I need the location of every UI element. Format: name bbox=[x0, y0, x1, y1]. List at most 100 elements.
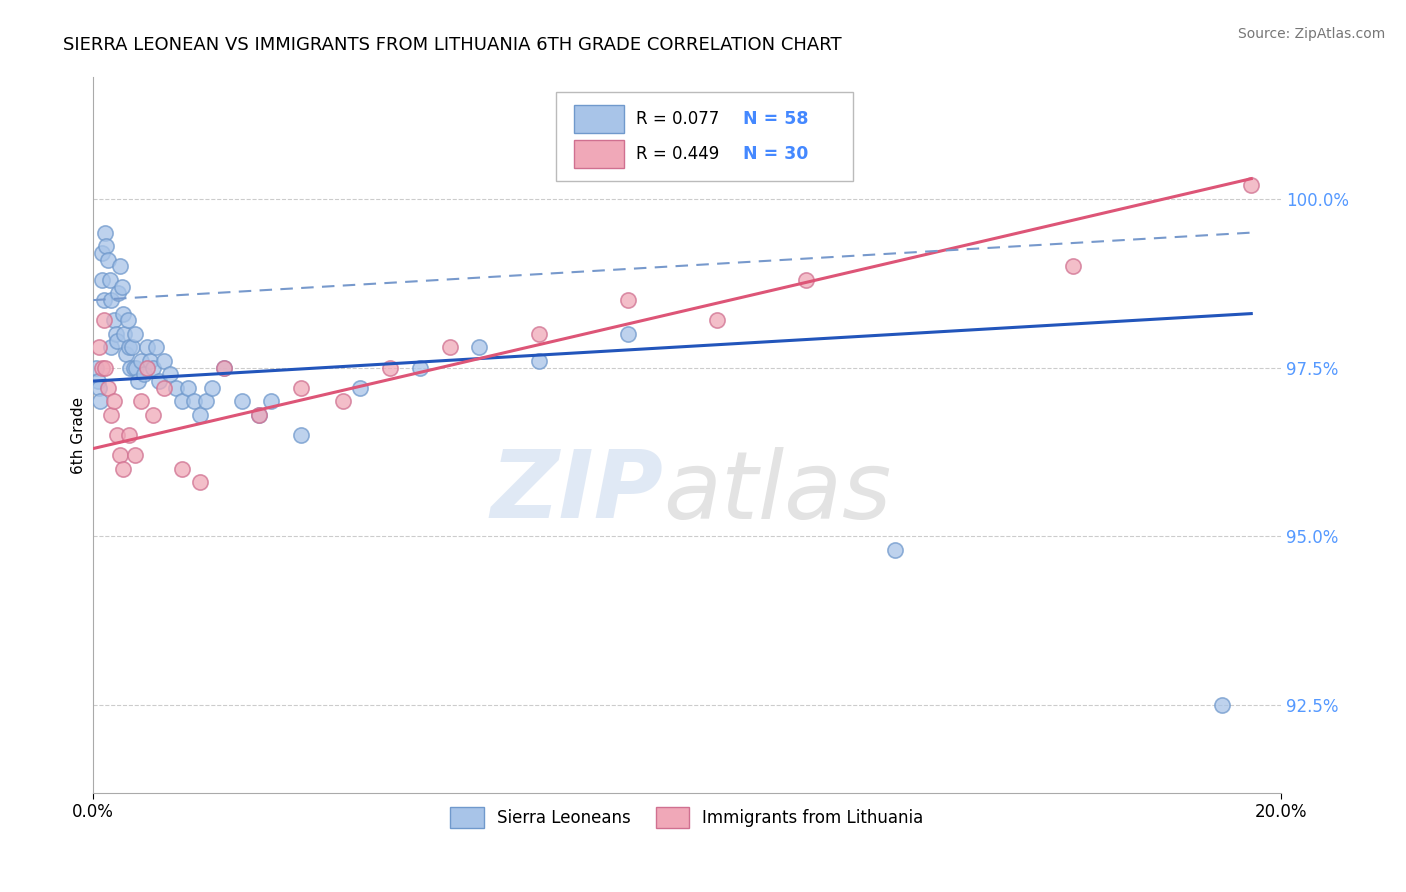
Point bbox=[249, 408, 271, 422]
Point bbox=[91, 245, 114, 260]
Point bbox=[706, 313, 728, 327]
Point bbox=[1062, 260, 1084, 274]
Point bbox=[212, 360, 235, 375]
FancyBboxPatch shape bbox=[574, 104, 624, 133]
Point bbox=[127, 374, 149, 388]
Point bbox=[94, 360, 117, 375]
Point bbox=[439, 340, 461, 354]
Point bbox=[290, 428, 312, 442]
Point bbox=[188, 408, 211, 422]
Point bbox=[100, 340, 122, 354]
Point bbox=[249, 408, 271, 422]
Point bbox=[183, 394, 205, 409]
Point bbox=[108, 260, 131, 274]
Point bbox=[89, 381, 111, 395]
Point bbox=[111, 307, 134, 321]
Point bbox=[100, 293, 122, 307]
Point bbox=[290, 381, 312, 395]
Point bbox=[172, 462, 194, 476]
Point bbox=[135, 340, 157, 354]
Point bbox=[378, 360, 401, 375]
Point bbox=[96, 239, 118, 253]
Point bbox=[884, 542, 907, 557]
Point bbox=[177, 381, 200, 395]
Point bbox=[332, 394, 354, 409]
Point bbox=[159, 368, 181, 382]
Point bbox=[616, 293, 638, 307]
Point bbox=[1211, 698, 1233, 712]
Point bbox=[129, 394, 152, 409]
Point bbox=[1240, 178, 1263, 193]
Point bbox=[111, 279, 134, 293]
Point bbox=[98, 273, 121, 287]
Point bbox=[103, 394, 125, 409]
Point bbox=[468, 340, 491, 354]
Point bbox=[118, 340, 141, 354]
Point bbox=[616, 326, 638, 341]
Point bbox=[91, 273, 114, 287]
Point bbox=[108, 448, 131, 462]
Point bbox=[93, 293, 115, 307]
Text: N = 30: N = 30 bbox=[742, 145, 808, 163]
Point bbox=[231, 394, 253, 409]
Point bbox=[409, 360, 432, 375]
Y-axis label: 6th Grade: 6th Grade bbox=[72, 396, 86, 474]
Point bbox=[93, 313, 115, 327]
Point bbox=[105, 428, 128, 442]
FancyBboxPatch shape bbox=[557, 92, 853, 181]
Point bbox=[89, 340, 111, 354]
Point bbox=[212, 360, 235, 375]
Point bbox=[118, 360, 141, 375]
Point bbox=[107, 286, 129, 301]
Point bbox=[94, 226, 117, 240]
Point bbox=[165, 381, 187, 395]
Point bbox=[121, 340, 143, 354]
Text: ZIP: ZIP bbox=[491, 446, 664, 538]
Point bbox=[104, 326, 127, 341]
Point bbox=[349, 381, 371, 395]
Point bbox=[138, 354, 160, 368]
Point bbox=[527, 326, 550, 341]
Point bbox=[135, 360, 157, 375]
Point bbox=[153, 381, 176, 395]
Point bbox=[527, 354, 550, 368]
Point bbox=[118, 428, 141, 442]
Text: SIERRA LEONEAN VS IMMIGRANTS FROM LITHUANIA 6TH GRADE CORRELATION CHART: SIERRA LEONEAN VS IMMIGRANTS FROM LITHUA… bbox=[63, 36, 842, 54]
Point bbox=[145, 340, 167, 354]
Point bbox=[260, 394, 283, 409]
Text: atlas: atlas bbox=[664, 447, 891, 538]
Point bbox=[794, 273, 817, 287]
Point bbox=[132, 368, 155, 382]
Point bbox=[153, 354, 176, 368]
Point bbox=[124, 326, 146, 341]
Point bbox=[201, 381, 224, 395]
Text: N = 58: N = 58 bbox=[742, 110, 808, 128]
Point bbox=[142, 408, 165, 422]
Point bbox=[112, 326, 135, 341]
Point bbox=[117, 313, 139, 327]
Point bbox=[129, 354, 152, 368]
Legend: Sierra Leoneans, Immigrants from Lithuania: Sierra Leoneans, Immigrants from Lithuan… bbox=[444, 801, 931, 834]
Point bbox=[87, 374, 110, 388]
Point bbox=[124, 448, 146, 462]
Point bbox=[97, 252, 120, 267]
Point bbox=[89, 394, 111, 409]
Point bbox=[122, 360, 145, 375]
Point bbox=[115, 347, 138, 361]
Point bbox=[105, 334, 128, 348]
Point bbox=[100, 408, 122, 422]
Point bbox=[172, 394, 194, 409]
Point bbox=[142, 360, 165, 375]
Point bbox=[125, 360, 148, 375]
Point bbox=[148, 374, 170, 388]
Point bbox=[84, 360, 107, 375]
Point bbox=[103, 313, 125, 327]
Point bbox=[195, 394, 218, 409]
Point bbox=[188, 475, 211, 490]
Point bbox=[97, 381, 120, 395]
Point bbox=[111, 462, 134, 476]
FancyBboxPatch shape bbox=[574, 140, 624, 169]
Text: R = 0.449: R = 0.449 bbox=[636, 145, 720, 163]
Point bbox=[91, 360, 114, 375]
Text: Source: ZipAtlas.com: Source: ZipAtlas.com bbox=[1237, 27, 1385, 41]
